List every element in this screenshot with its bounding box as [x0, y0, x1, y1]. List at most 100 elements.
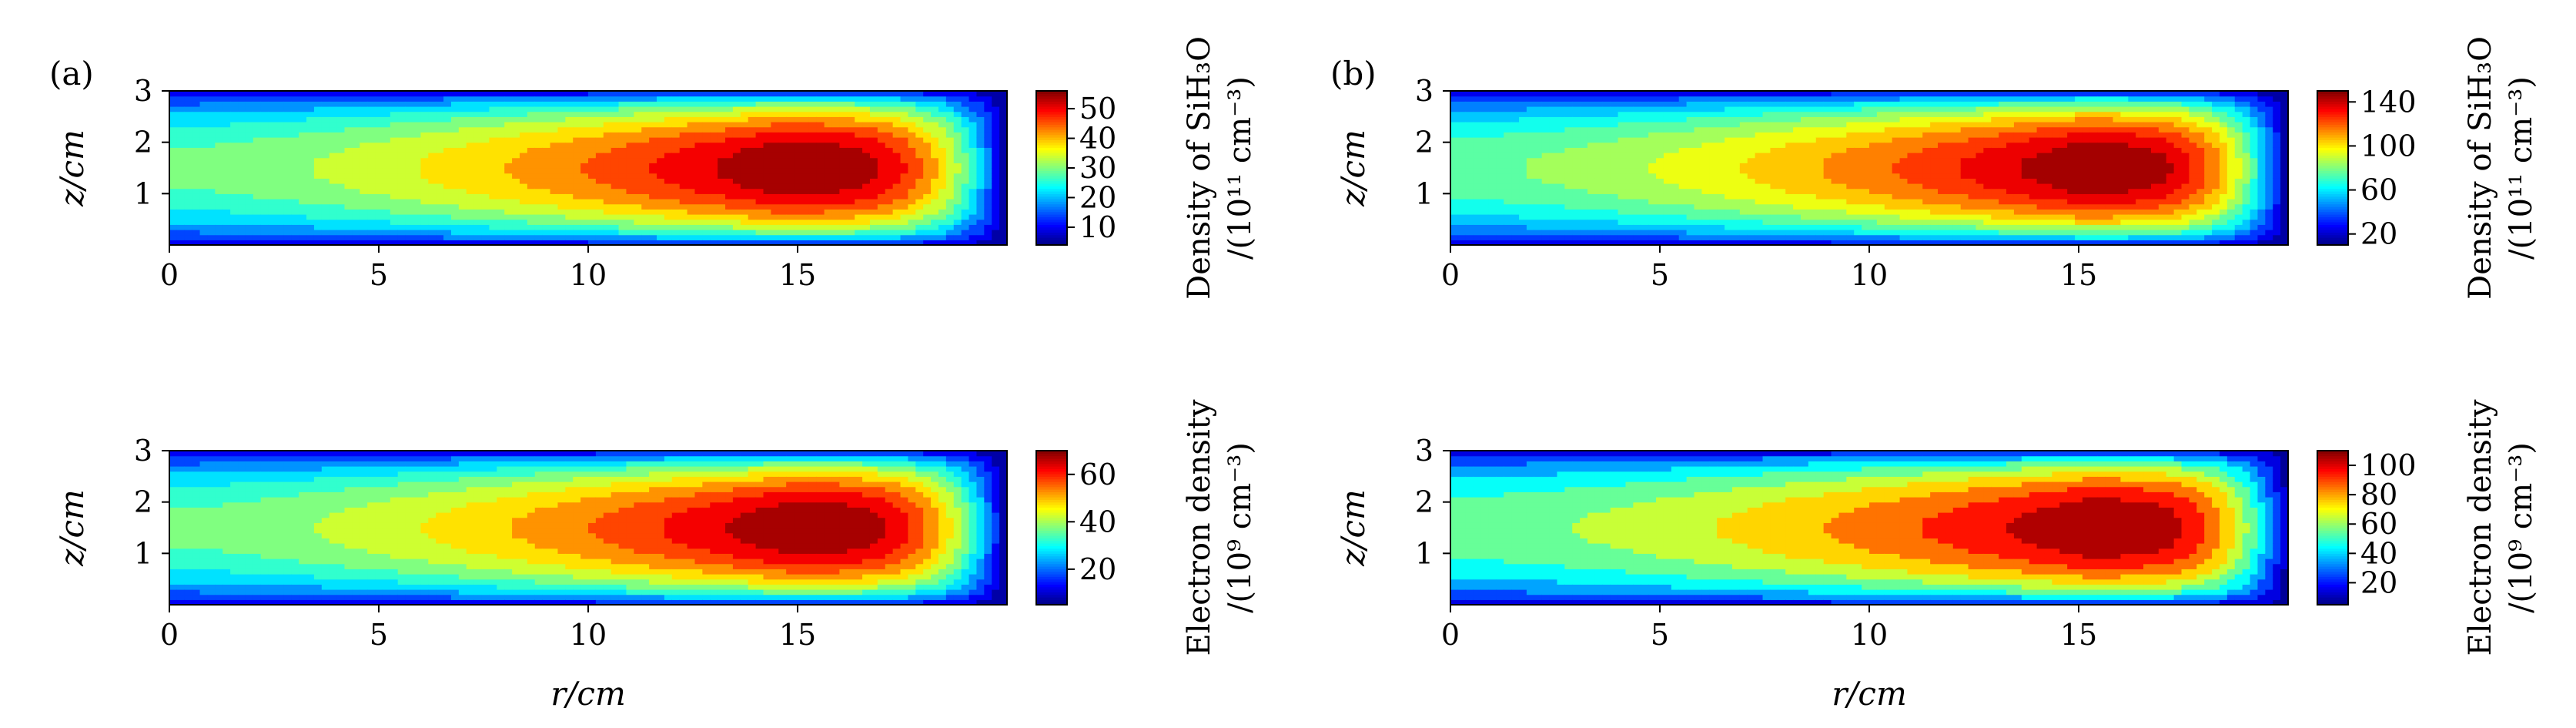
heatmap-cell — [534, 532, 544, 538]
heatmap-cell — [313, 476, 323, 482]
heatmap-cell — [527, 589, 536, 595]
heatmap-cell — [489, 599, 497, 606]
heatmap-cell — [352, 209, 360, 215]
heatmap-cell — [504, 173, 513, 179]
heatmap-cell — [405, 543, 414, 549]
heatmap-cell — [885, 183, 894, 190]
heatmap-cell — [534, 589, 544, 595]
heatmap-cell — [557, 594, 566, 600]
heatmap-cell — [900, 188, 909, 194]
heatmap-cell — [397, 532, 406, 538]
heatmap-cell — [230, 157, 239, 163]
heatmap-cell — [527, 563, 536, 569]
heatmap-cell — [908, 193, 916, 200]
heatmap-cell — [230, 219, 239, 225]
heatmap-cell — [268, 126, 277, 133]
heatmap-cell — [923, 147, 932, 153]
heatmap-cell — [504, 106, 513, 112]
heatmap-cell — [192, 224, 201, 230]
heatmap-cell — [573, 101, 581, 107]
heatmap-cell — [245, 132, 254, 138]
heatmap-cell — [428, 137, 437, 143]
heatmap-cell — [443, 183, 452, 190]
heatmap-cell — [253, 116, 262, 122]
heatmap-cell — [367, 553, 376, 559]
heatmap-cell — [557, 168, 566, 174]
heatmap-cell — [481, 219, 490, 225]
heatmap-cell — [458, 481, 467, 488]
heatmap-cell — [976, 199, 985, 205]
heatmap-cell — [382, 569, 391, 575]
heatmap-cell — [519, 451, 528, 457]
colorbar-segment — [1036, 126, 1067, 130]
colorbar-segment — [1036, 122, 1067, 125]
heatmap-cell — [306, 563, 315, 569]
heatmap-cell — [565, 574, 574, 580]
heatmap-cell — [542, 559, 551, 565]
colorbar-segment — [1036, 137, 1067, 140]
heatmap-cell — [405, 563, 414, 569]
heatmap-cell — [405, 157, 414, 163]
heatmap-cell — [207, 147, 216, 153]
heatmap-cell — [443, 209, 452, 215]
heatmap-cell — [466, 548, 475, 554]
heatmap-cell — [245, 168, 254, 174]
heatmap-cell — [260, 203, 269, 210]
heatmap-cell — [953, 106, 962, 112]
heatmap-cell — [367, 461, 376, 467]
heatmap-cell — [169, 101, 178, 107]
heatmap-cell — [450, 517, 460, 523]
heatmap-cell — [512, 168, 520, 174]
heatmap-cell — [382, 193, 391, 200]
heatmap-cell — [489, 234, 497, 240]
heatmap-cell — [413, 157, 421, 163]
heatmap-cell — [755, 209, 764, 215]
heatmap-cell — [428, 230, 437, 236]
heatmap-cell — [915, 96, 924, 102]
heatmap-cell — [497, 126, 505, 133]
heatmap-cell — [253, 157, 262, 163]
heatmap-cell — [253, 532, 262, 538]
heatmap-cell — [725, 209, 734, 215]
heatmap-cell — [199, 574, 209, 580]
heatmap-cell — [184, 532, 193, 538]
heatmap-cell — [641, 137, 650, 143]
heatmap-cell — [367, 502, 376, 508]
heatmap-cell — [344, 599, 353, 606]
heatmap-cell — [413, 486, 421, 492]
heatmap-cell — [634, 101, 642, 107]
heatmap-cell — [969, 153, 978, 159]
heatmap-cell — [222, 101, 231, 107]
heatmap-cell — [634, 214, 642, 220]
heatmap-cell — [253, 142, 262, 148]
heatmap-cell — [611, 188, 620, 194]
heatmap-cell — [450, 183, 460, 190]
heatmap-cell — [847, 163, 855, 169]
heatmap-cell — [732, 157, 741, 163]
heatmap-cell — [611, 230, 620, 236]
heatmap-cell — [489, 137, 497, 143]
heatmap-cell — [390, 522, 399, 528]
heatmap-cell — [839, 168, 848, 174]
heatmap-cell — [489, 219, 497, 225]
heatmap-cell — [176, 589, 186, 595]
heatmap-cell — [260, 517, 269, 523]
heatmap-cell — [458, 209, 467, 215]
heatmap-cell — [527, 553, 536, 559]
heatmap-cell — [618, 157, 627, 163]
heatmap-cell — [984, 168, 992, 174]
heatmap-cell — [725, 101, 734, 107]
heatmap-cell — [306, 507, 315, 513]
heatmap-cell — [192, 574, 201, 580]
heatmap-cell — [291, 563, 299, 569]
heatmap-cell — [436, 91, 444, 97]
heatmap-cell — [405, 451, 414, 457]
heatmap-cell — [215, 507, 223, 513]
heatmap-cell — [732, 173, 741, 179]
heatmap-cell — [816, 101, 825, 107]
heatmap-cell — [573, 574, 581, 580]
heatmap-cell — [260, 142, 269, 148]
heatmap-cell — [626, 203, 634, 210]
heatmap-cell — [336, 183, 346, 190]
heatmap-cell — [291, 517, 299, 523]
